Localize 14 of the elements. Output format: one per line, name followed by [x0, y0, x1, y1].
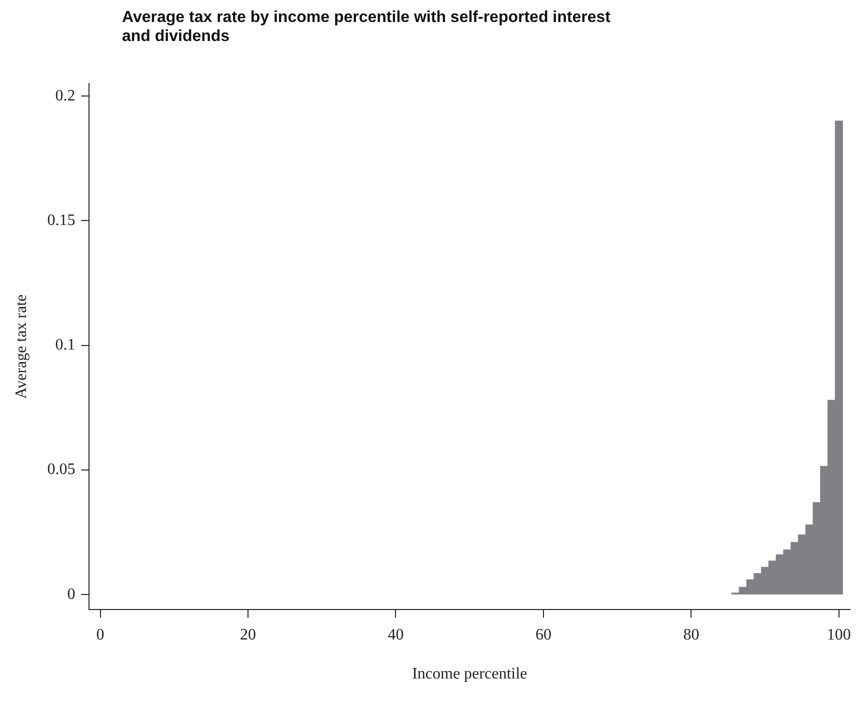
x-tick-label: 80	[683, 626, 700, 644]
x-tick-label: 0	[96, 626, 104, 644]
x-tick-label: 40	[388, 626, 404, 644]
y-tick-label: 0.2	[55, 87, 76, 104]
x-axis-title: Income percentile	[412, 666, 528, 683]
x-tick-label: 20	[240, 626, 256, 644]
y-tick-label: 0.1	[55, 336, 76, 354]
y-tick-label: 0.05	[47, 461, 76, 478]
y-tick-label: 0.15	[47, 212, 76, 229]
x-tick-label: 100	[826, 626, 851, 644]
y-tick-label: 0	[67, 586, 76, 603]
y-axis-title: Average tax rate	[12, 294, 30, 399]
chart-title: Average tax rate by income percentile with self-reported interest and dividends	[122, 8, 612, 47]
x-tick-label: 60	[535, 626, 552, 644]
